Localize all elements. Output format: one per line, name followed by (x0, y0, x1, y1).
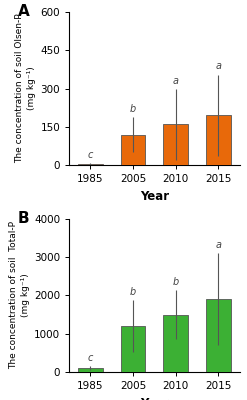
Bar (78, 164, 103, 165)
Bar (206, 116, 231, 165)
Bar (206, 299, 231, 372)
Text: A: A (18, 4, 30, 19)
Bar (121, 134, 145, 165)
X-axis label: Year: Year (140, 190, 169, 203)
X-axis label: Year: Year (140, 396, 169, 400)
Bar (163, 124, 188, 165)
Text: b: b (173, 276, 179, 286)
Text: a: a (215, 240, 221, 250)
Bar (78, 368, 103, 372)
Y-axis label: The concentration of soil Olsen-P
(mg kg⁻¹): The concentration of soil Olsen-P (mg kg… (15, 14, 36, 164)
Text: b: b (130, 104, 136, 114)
Text: c: c (88, 353, 93, 363)
Text: c: c (88, 150, 93, 160)
Text: b: b (130, 287, 136, 297)
Text: B: B (18, 211, 30, 226)
Bar (163, 314, 188, 372)
Text: a: a (173, 76, 179, 86)
Bar (121, 326, 145, 372)
Y-axis label: The concentration of soil  Total-P
(mg kg⁻¹): The concentration of soil Total-P (mg kg… (9, 222, 30, 370)
Text: a: a (215, 62, 221, 72)
